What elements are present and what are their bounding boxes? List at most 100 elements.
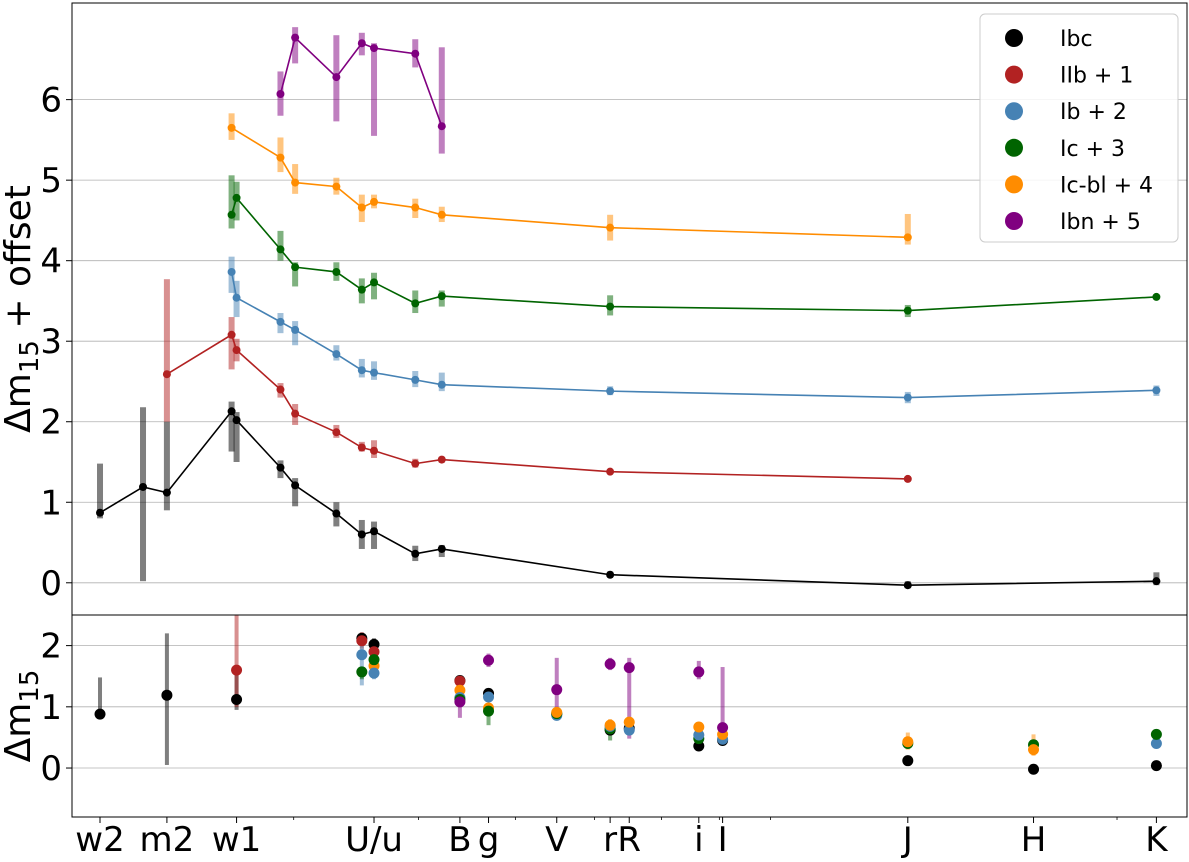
data-point [903, 306, 912, 315]
data-point [411, 49, 420, 58]
data-point [291, 178, 300, 187]
x-tick-label: r [603, 820, 617, 860]
legend-marker [1005, 102, 1023, 121]
legend-label: Ib + 2 [1060, 100, 1127, 125]
x-tick-label: J [901, 820, 913, 860]
x-tick-label: K [1145, 820, 1169, 860]
error-bar [234, 615, 239, 707]
data-point [693, 721, 705, 733]
x-tick-label: B [448, 820, 471, 860]
data-point [411, 549, 420, 558]
x-tick-label: w1 [212, 820, 261, 860]
x-tick-label: R [617, 820, 641, 860]
data-point [357, 285, 366, 294]
data-point [606, 223, 615, 232]
legend-marker [1005, 29, 1023, 47]
y-tick-label: 6 [40, 81, 62, 121]
error-bar [97, 463, 104, 519]
data-point [368, 646, 380, 658]
error-bar [720, 667, 725, 741]
data-point [232, 416, 241, 425]
x-tick-label: I [718, 820, 728, 860]
data-point [604, 719, 616, 731]
top-grid [72, 99, 1187, 584]
data-point [227, 267, 236, 276]
bottom-points [94, 632, 1162, 775]
data-point [276, 153, 285, 162]
legend: Ibc IIb + 1 Ib + 2 Ic + 3 Ic-bl + 4 Ibn + 5 [979, 13, 1179, 243]
data-point [483, 654, 495, 666]
error-bar [292, 27, 299, 64]
data-point [717, 722, 729, 734]
data-point [903, 233, 912, 242]
error-bar [233, 412, 240, 462]
data-point [332, 267, 341, 276]
data-point [276, 385, 285, 394]
series-line [99, 409, 1157, 587]
series-line [166, 333, 908, 480]
y-tick-label: 0 [40, 564, 62, 604]
data-point [368, 654, 380, 666]
top-series-points [96, 33, 1161, 590]
data-point [623, 662, 635, 674]
data-point [227, 407, 236, 416]
data-point [139, 482, 148, 491]
y-tick-label: 3 [40, 322, 62, 362]
error-bar [359, 642, 364, 686]
data-point [291, 33, 300, 42]
data-point [356, 649, 368, 661]
data-point [437, 122, 446, 131]
legend-marker [1005, 175, 1023, 194]
data-point [1150, 760, 1162, 772]
y-tick-label: 2 [40, 627, 62, 667]
data-point [411, 203, 420, 212]
legend-marker [1005, 212, 1023, 230]
data-point [332, 350, 341, 359]
bottom-y-ticks: 0 1 2 [40, 627, 72, 789]
error-bar [228, 175, 235, 229]
data-point [357, 443, 366, 452]
data-point [357, 366, 366, 375]
data-point [276, 317, 285, 326]
data-point [291, 325, 300, 334]
x-tick-label: U/u [345, 820, 403, 860]
data-point [370, 446, 379, 455]
data-point [332, 428, 341, 437]
x-tick-label: V [545, 820, 568, 860]
error-bar [371, 43, 378, 136]
data-point [232, 193, 241, 202]
data-point [276, 245, 285, 254]
error-bar [228, 317, 235, 370]
data-point [606, 467, 615, 476]
series-line [230, 271, 1157, 399]
data-point [437, 455, 446, 464]
data-point [1028, 744, 1040, 756]
data-point [902, 755, 914, 767]
error-bar [140, 407, 147, 582]
series-line [230, 196, 1157, 312]
data-point [437, 292, 446, 301]
data-point [411, 375, 420, 384]
legend-label: Ibn + 5 [1060, 210, 1141, 235]
error-bar [292, 478, 299, 507]
data-point [606, 387, 615, 396]
data-point [411, 459, 420, 468]
data-point [357, 203, 366, 212]
data-point [370, 278, 379, 287]
data-point [606, 570, 615, 579]
data-point [623, 724, 635, 736]
data-point [227, 123, 236, 132]
error-bar [554, 657, 559, 710]
legend-label: Ibc [1060, 27, 1093, 52]
legend-label: IIb + 1 [1060, 64, 1133, 89]
data-point [94, 708, 106, 720]
data-point [411, 299, 420, 308]
data-point [1028, 763, 1040, 775]
y-tick-label: 4 [40, 242, 62, 282]
y-tick-label: 2 [40, 403, 62, 443]
error-bar [292, 262, 299, 287]
y-tick-label: 1 [40, 688, 62, 728]
data-point [437, 380, 446, 389]
data-point [357, 530, 366, 539]
